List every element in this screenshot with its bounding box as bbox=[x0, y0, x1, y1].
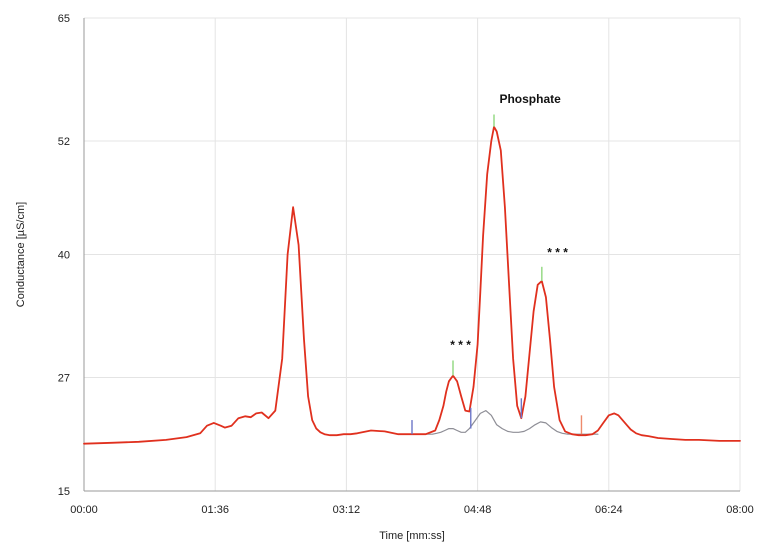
peak-label-stars: * * * bbox=[450, 338, 471, 352]
peak-marker-layer bbox=[411, 114, 583, 435]
grid-layer bbox=[84, 17, 741, 491]
x-tick-label: 04:48 bbox=[464, 504, 492, 516]
y-tick-label: 52 bbox=[58, 136, 70, 148]
x-tick-label: 03:12 bbox=[333, 504, 361, 516]
signal-series-line bbox=[83, 125, 741, 445]
peak-label-stars: * * * bbox=[547, 245, 568, 259]
axis-layer: 15 27 40 52 65 00:00 01:36 03:12 04:48 06:24 08:00 bbox=[58, 13, 754, 516]
annotation-layer: * * * Phosphate * * * bbox=[450, 92, 568, 352]
x-tick-label: 00:00 bbox=[70, 504, 98, 516]
y-tick-label: 27 bbox=[58, 372, 70, 384]
y-tick-label: 65 bbox=[58, 13, 70, 25]
x-tick-label: 01:36 bbox=[201, 504, 229, 516]
series-layer bbox=[83, 125, 741, 445]
peak-label-phosphate: Phosphate bbox=[499, 92, 561, 106]
baseline-fit-line bbox=[411, 410, 599, 435]
x-tick-label: 08:00 bbox=[726, 504, 754, 516]
x-axis-title: Time [mm:ss] bbox=[379, 530, 445, 542]
x-tick-label: 06:24 bbox=[595, 504, 623, 516]
y-axis-title: Conductance [µS/cm] bbox=[15, 202, 27, 307]
y-tick-label: 15 bbox=[58, 486, 70, 498]
y-tick-label: 40 bbox=[58, 250, 70, 262]
